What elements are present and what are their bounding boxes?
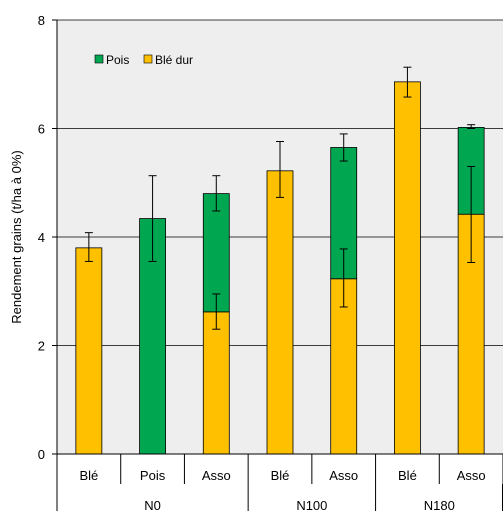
bar-ble-dur [75,247,103,455]
legend: Pois Blé dur [94,53,193,67]
bar-ble-dur [266,170,294,455]
x-category-label: Pois [140,468,166,483]
bar-ble-dur [202,311,230,455]
x-group-label: N100 [296,498,327,511]
x-group-label: N180 [424,498,455,511]
x-axis-groups: N0 N100 N180 [56,484,503,511]
y-axis-ticks: 0 2 4 6 8 [38,13,57,462]
x-category-label: Blé [79,468,98,483]
legend-label: Pois [106,53,129,67]
bar-ble-dur [394,81,421,455]
y-tick-label: 2 [38,339,45,354]
y-tick-label: 8 [38,13,45,28]
y-axis-title: Rendement grains (t/ha à 0%) [9,150,24,323]
error-bars [84,66,476,330]
legend-label: Blé dur [155,53,193,67]
y-tick-label: 6 [38,122,45,137]
x-axis-categories: Blé Pois Asso Blé Asso Blé Asso [56,454,503,484]
x-category-label: Asso [329,468,358,483]
x-category-label: Blé [398,468,417,483]
legend-swatch [94,54,104,64]
x-category-label: Asso [457,468,486,483]
bars [75,81,485,455]
bar-pois [202,193,230,313]
y-tick-label: 4 [38,230,45,245]
y-tick-label: 0 [38,447,45,462]
x-category-label: Blé [271,468,290,483]
x-group-label: N0 [144,498,161,511]
x-category-label: Asso [202,468,231,483]
legend-swatch [143,54,153,64]
